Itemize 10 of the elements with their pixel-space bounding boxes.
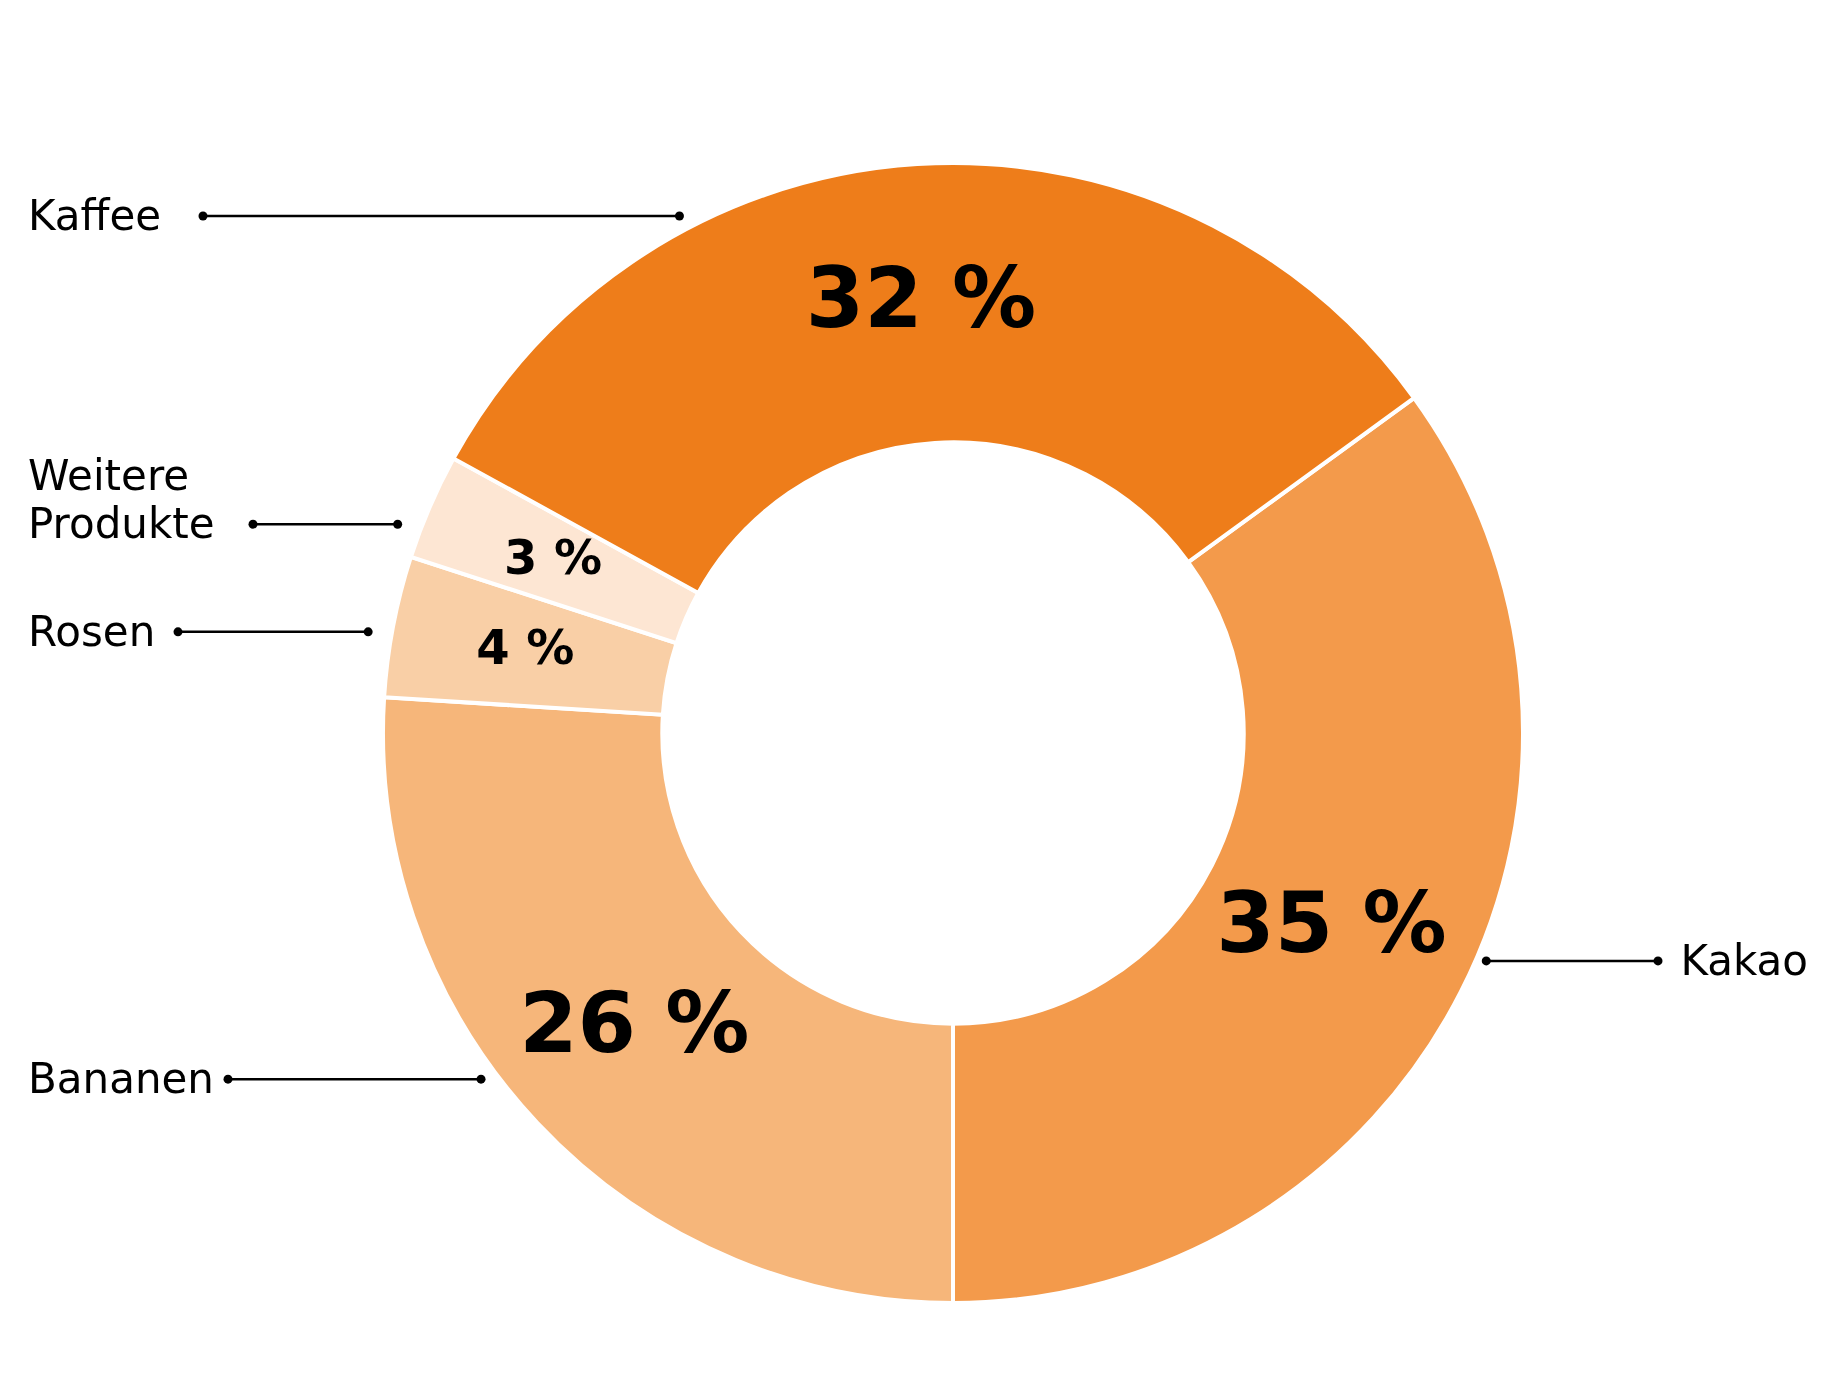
slice-label: Weitere Produkte: [28, 451, 215, 549]
slice-label: Bananen: [28, 1054, 214, 1104]
data-label: 32 %: [805, 249, 1037, 348]
data-label: 3 %: [503, 529, 603, 586]
slice-label: Kaffee: [28, 191, 162, 241]
slice-label: Kakao: [1680, 935, 1808, 985]
data-label: 35 %: [1216, 874, 1447, 973]
slice-label: Rosen: [28, 606, 156, 656]
data-label: 4 %: [476, 619, 575, 676]
data-label: 26 %: [519, 973, 750, 1072]
